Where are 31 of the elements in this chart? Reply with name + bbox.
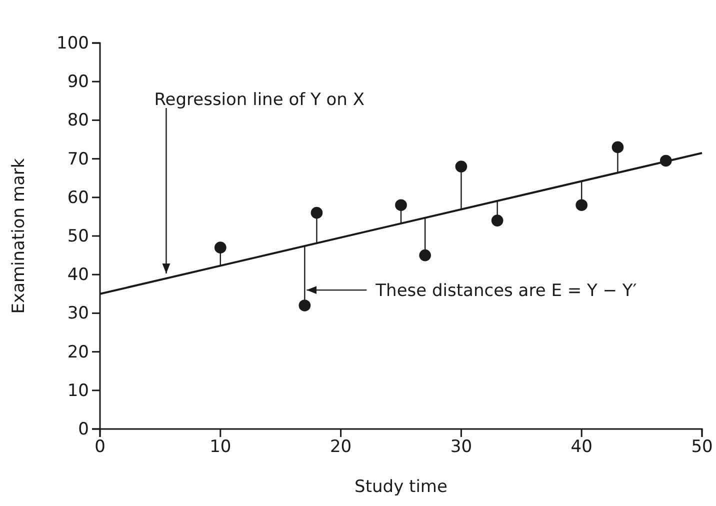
annotation: Regression line of Y on X [154,90,365,110]
point [491,214,504,226]
y-tick-label: 100 [56,33,89,54]
y-tick-label: 50 [67,226,89,246]
y-tick-label: 80 [67,110,89,131]
point [419,249,431,262]
point [214,242,226,254]
y-tick-label: 30 [67,304,89,324]
y-axis-title: Examination mark [9,158,29,314]
y-tick-label: 60 [67,188,89,208]
point [576,199,588,212]
point [310,206,323,219]
x-tick-label: 40 [570,437,592,458]
point [298,300,311,312]
x-tick-label: 0 [94,437,106,458]
point [660,154,672,167]
x-tick-label: 10 [210,437,232,458]
x-tick-label: 30 [450,437,472,458]
y-tick-label: 70 [67,149,89,170]
point [395,199,407,212]
y-tick-label: 0 [78,419,89,440]
point [612,141,624,154]
y-tick-label: 10 [67,380,89,401]
x-tick-label: 20 [330,437,352,458]
y-tick-label: 90 [67,72,89,92]
y-tick-label: 40 [67,265,89,286]
x-axis-title: Study time [354,477,448,497]
x-tick-label: 50 [691,437,713,458]
y-tick-label: 20 [67,342,89,362]
point [455,160,468,172]
annotation: These distances are E = Y − Y′ [374,281,637,302]
